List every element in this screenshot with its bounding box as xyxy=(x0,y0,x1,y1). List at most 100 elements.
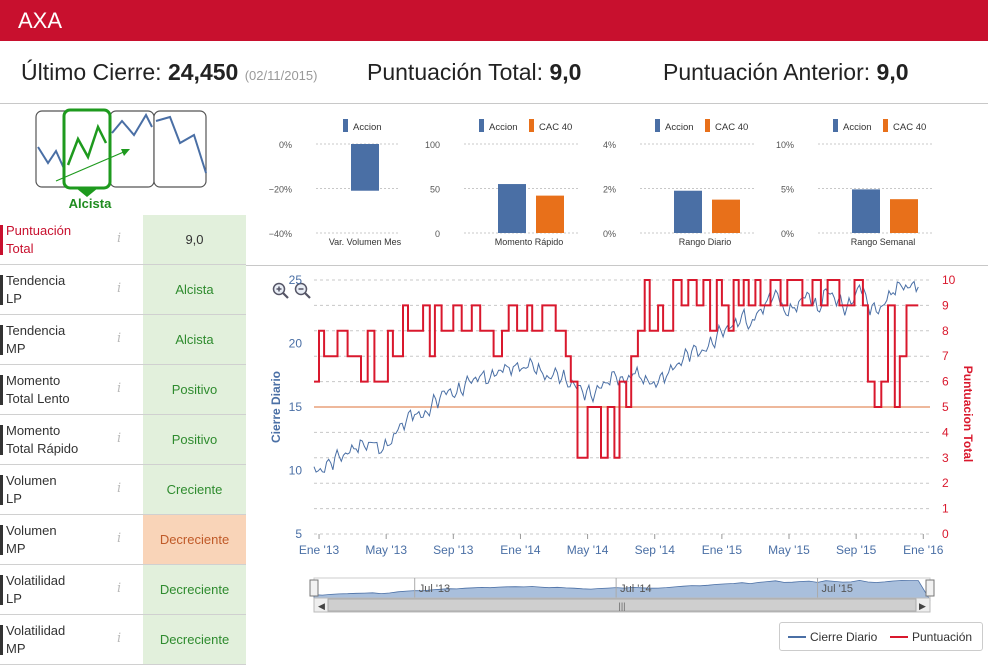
info-icon[interactable]: i xyxy=(117,381,122,396)
indicator-value: Decreciente xyxy=(143,515,246,564)
indicator-row: Momento Total Rápido i Positivo xyxy=(0,415,246,465)
chart-title: Rango Diario xyxy=(679,237,732,247)
info-icon[interactable]: i xyxy=(117,481,122,496)
previous-score: Puntuación Anterior: 9,0 xyxy=(663,59,909,85)
x-tick-label: Ene '13 xyxy=(299,543,340,557)
indicator-label: Puntuación Total xyxy=(6,223,72,256)
y2-tick-label: 5 xyxy=(942,400,949,414)
y2-tick-label: 6 xyxy=(942,375,949,389)
legend-label: CAC 40 xyxy=(893,122,926,133)
indicator-row: Volumen MP i Decreciente xyxy=(0,515,246,565)
total-score-value: 9,0 xyxy=(549,59,582,85)
info-icon[interactable]: i xyxy=(117,531,122,546)
scrollbar-thumb xyxy=(327,598,917,612)
chart-title: Rango Semanal xyxy=(851,237,916,247)
indicator-label: Volumen MP xyxy=(6,523,57,556)
trend-line-icon xyxy=(111,112,153,137)
y-tick-label: 5 xyxy=(295,527,302,541)
chart-title: Momento Rápido xyxy=(495,237,564,247)
y-tick-label: 20 xyxy=(289,337,303,351)
bar-chart-2: 4% 2% 0% Rango Diario Accion CAC 40 xyxy=(603,119,754,247)
arrow-head-icon xyxy=(121,149,130,156)
navigator-handle xyxy=(925,579,935,597)
legend-swatch xyxy=(343,119,348,132)
indicator-row: Volatilidad MP i Decreciente xyxy=(0,615,246,665)
row-marker xyxy=(0,325,3,355)
y-tick-label: 50 xyxy=(430,185,440,195)
trend-label: Alcista xyxy=(68,196,112,211)
row-marker xyxy=(0,275,3,305)
legend-score[interactable]: Puntuación xyxy=(912,630,973,644)
bar-accion xyxy=(498,184,526,233)
indicator-row: Tendencia LP i Alcista xyxy=(0,265,246,315)
info-icon[interactable]: i xyxy=(117,431,122,446)
zoom-in-icon[interactable] xyxy=(272,282,290,300)
trend-card-selected[interactable] xyxy=(62,108,112,190)
bar-cac-40 xyxy=(890,199,918,233)
x-tick-label: Ene '15 xyxy=(702,543,743,557)
legend-score-swatch xyxy=(890,636,908,638)
scrollbar-grip-icon: ||| xyxy=(618,601,625,611)
y-tick-label: 0% xyxy=(279,140,292,150)
y-axis-label: Cierre Diario xyxy=(269,371,283,443)
y2-tick-label: 9 xyxy=(942,298,949,312)
mini-bar-charts: 0% −20% −40% Var. Volumen Mes Accion 100 50 0 Mo… xyxy=(269,119,932,247)
legend-label: CAC 40 xyxy=(539,122,572,133)
divider xyxy=(246,265,988,266)
last-close-value: 24,450 xyxy=(167,59,239,85)
navigator-tick-label: Jul '14 xyxy=(620,583,651,595)
info-icon[interactable]: i xyxy=(117,631,122,646)
y-tick-label: 5% xyxy=(781,185,794,195)
y-tick-label: −20% xyxy=(269,185,292,195)
indicator-value: Creciente xyxy=(143,465,246,514)
last-close-date: (02/11/2015) xyxy=(244,68,318,83)
trend-icons xyxy=(35,108,207,197)
indicator-row: Volumen LP i Creciente xyxy=(0,465,246,515)
bar-cac-40 xyxy=(536,195,564,233)
indicator-value: Alcista xyxy=(143,265,246,314)
zoom-out-icon[interactable] xyxy=(294,282,312,300)
previous-score-value: 9,0 xyxy=(876,59,909,85)
bar-chart-0: 0% −20% −40% Var. Volumen Mes Accion xyxy=(269,119,402,247)
info-icon[interactable]: i xyxy=(117,281,122,296)
y2-tick-label: 7 xyxy=(942,349,949,363)
y-tick-label: −40% xyxy=(269,229,292,239)
row-marker xyxy=(0,425,3,455)
last-close: Último Cierre: 24,450 (02/11/2015) xyxy=(21,59,318,85)
indicator-label: Momento Total Lento xyxy=(6,373,70,406)
trend-card-range[interactable] xyxy=(109,110,155,188)
y-tick-label: 0% xyxy=(781,229,794,239)
y2-tick-label: 2 xyxy=(942,476,949,490)
total-score: Puntuación Total: 9,0 xyxy=(367,59,582,85)
score-line xyxy=(314,279,919,459)
y-tick-label: 25 xyxy=(289,273,303,287)
legend-price-swatch xyxy=(788,636,806,638)
price-line xyxy=(313,280,919,473)
x-tick-label: May '14 xyxy=(567,543,609,557)
y2-tick-label: 0 xyxy=(942,527,949,541)
row-marker xyxy=(0,575,3,605)
bar-accion xyxy=(852,189,880,233)
info-icon[interactable]: i xyxy=(117,231,122,246)
y-tick-label: 100 xyxy=(425,140,440,150)
indicator-label: Volatilidad LP xyxy=(6,573,66,606)
x-tick-label: May '15 xyxy=(768,543,810,557)
indicator-row: Tendencia MP i Alcista xyxy=(0,315,246,365)
info-icon[interactable]: i xyxy=(117,581,122,596)
indicator-label: Momento Total Rápido xyxy=(6,423,79,456)
legend-price[interactable]: Cierre Diario xyxy=(810,630,878,644)
y2-axis-label: Puntuacion Total xyxy=(961,366,975,462)
trend-card-bullish-down[interactable] xyxy=(153,110,207,188)
y-tick-label: 10 xyxy=(289,464,303,478)
legend-swatch xyxy=(655,119,660,132)
indicator-value: Positivo xyxy=(143,415,246,464)
legend-label: Accion xyxy=(843,122,872,133)
row-marker xyxy=(0,525,3,555)
summary-bar: Último Cierre: 24,450 (02/11/2015) Puntu… xyxy=(0,41,988,104)
x-tick-label: Ene '14 xyxy=(500,543,541,557)
navigator-series xyxy=(313,579,931,601)
info-icon[interactable]: i xyxy=(117,331,122,346)
bar-chart-3: 10% 5% 0% Rango Semanal Accion CAC 40 xyxy=(776,119,932,247)
indicator-value: Positivo xyxy=(143,365,246,414)
